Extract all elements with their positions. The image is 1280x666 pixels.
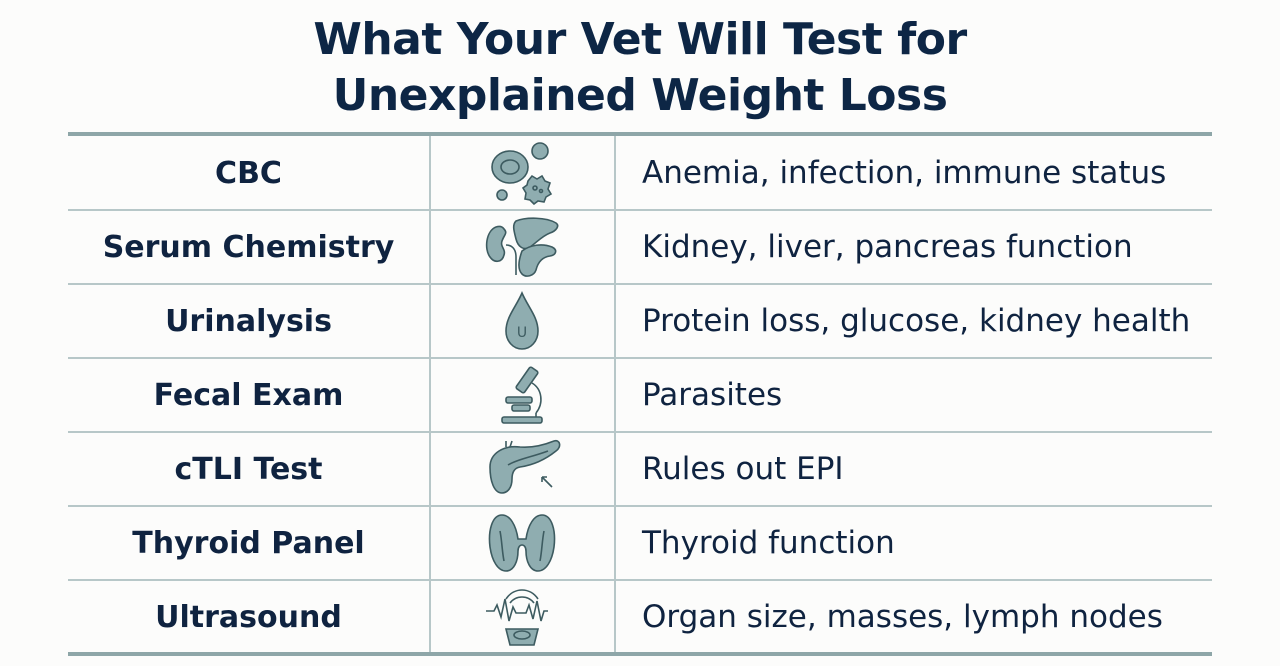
- row-divider: [68, 431, 1212, 433]
- title-line-1: What Your Vet Will Test for: [313, 14, 967, 65]
- tests-table: CBC Anemia, infection, immune status Ser…: [68, 132, 1212, 656]
- row-divider: [68, 283, 1212, 285]
- test-name: Ultrasound: [155, 599, 342, 635]
- test-name: cTLI Test: [174, 451, 323, 487]
- table-bottom-rule: [68, 652, 1212, 656]
- table-row: Ultrasound Organ size, masses, lymph nod…: [68, 580, 1212, 654]
- test-name: Fecal Exam: [153, 377, 344, 413]
- blood-cells-icon: [430, 136, 614, 210]
- table-row: Thyroid Panel Thyroid function: [68, 506, 1212, 581]
- test-description: Thyroid function: [642, 525, 895, 561]
- table-row: Fecal Exam Parasites: [68, 358, 1212, 433]
- test-name: CBC: [215, 155, 282, 191]
- pancreas-icon: [430, 432, 614, 506]
- thyroid-icon: [430, 506, 614, 580]
- test-description: Anemia, infection, immune status: [642, 155, 1167, 191]
- test-description: Organ size, masses, lymph nodes: [642, 599, 1163, 635]
- test-name: Serum Chemistry: [102, 229, 395, 265]
- table-row: cTLI Test Rules out EPI: [68, 432, 1212, 507]
- row-divider: [68, 357, 1212, 359]
- kidney-liver-pancreas-icon: [430, 210, 614, 284]
- column-divider-1: [429, 136, 431, 652]
- test-description: Protein loss, glucose, kidney health: [642, 303, 1191, 339]
- test-description: Rules out EPI: [642, 451, 844, 487]
- test-name: Urinalysis: [165, 303, 332, 339]
- row-divider: [68, 505, 1212, 507]
- row-divider: [68, 579, 1212, 581]
- row-divider: [68, 209, 1212, 211]
- microscope-icon: [430, 358, 614, 432]
- table-top-rule: [68, 132, 1212, 136]
- page-title: What Your Vet Will Test for Unexplained …: [0, 12, 1280, 124]
- column-divider-2: [614, 136, 616, 652]
- test-description: Parasites: [642, 377, 783, 413]
- test-description: Kidney, liver, pancreas function: [642, 229, 1133, 265]
- test-name: Thyroid Panel: [132, 525, 365, 561]
- ultrasound-icon: [430, 580, 614, 654]
- urine-drop-label: U: [517, 325, 527, 341]
- title-line-2: Unexplained Weight Loss: [332, 70, 948, 121]
- urine-drop-icon: U: [430, 284, 614, 358]
- table-row: Urinalysis U Protein loss, glucose, kidn…: [68, 284, 1212, 359]
- table-row: CBC Anemia, infection, immune status: [68, 136, 1212, 211]
- table-row: Serum Chemistry Kidney, liver, pancreas …: [68, 210, 1212, 285]
